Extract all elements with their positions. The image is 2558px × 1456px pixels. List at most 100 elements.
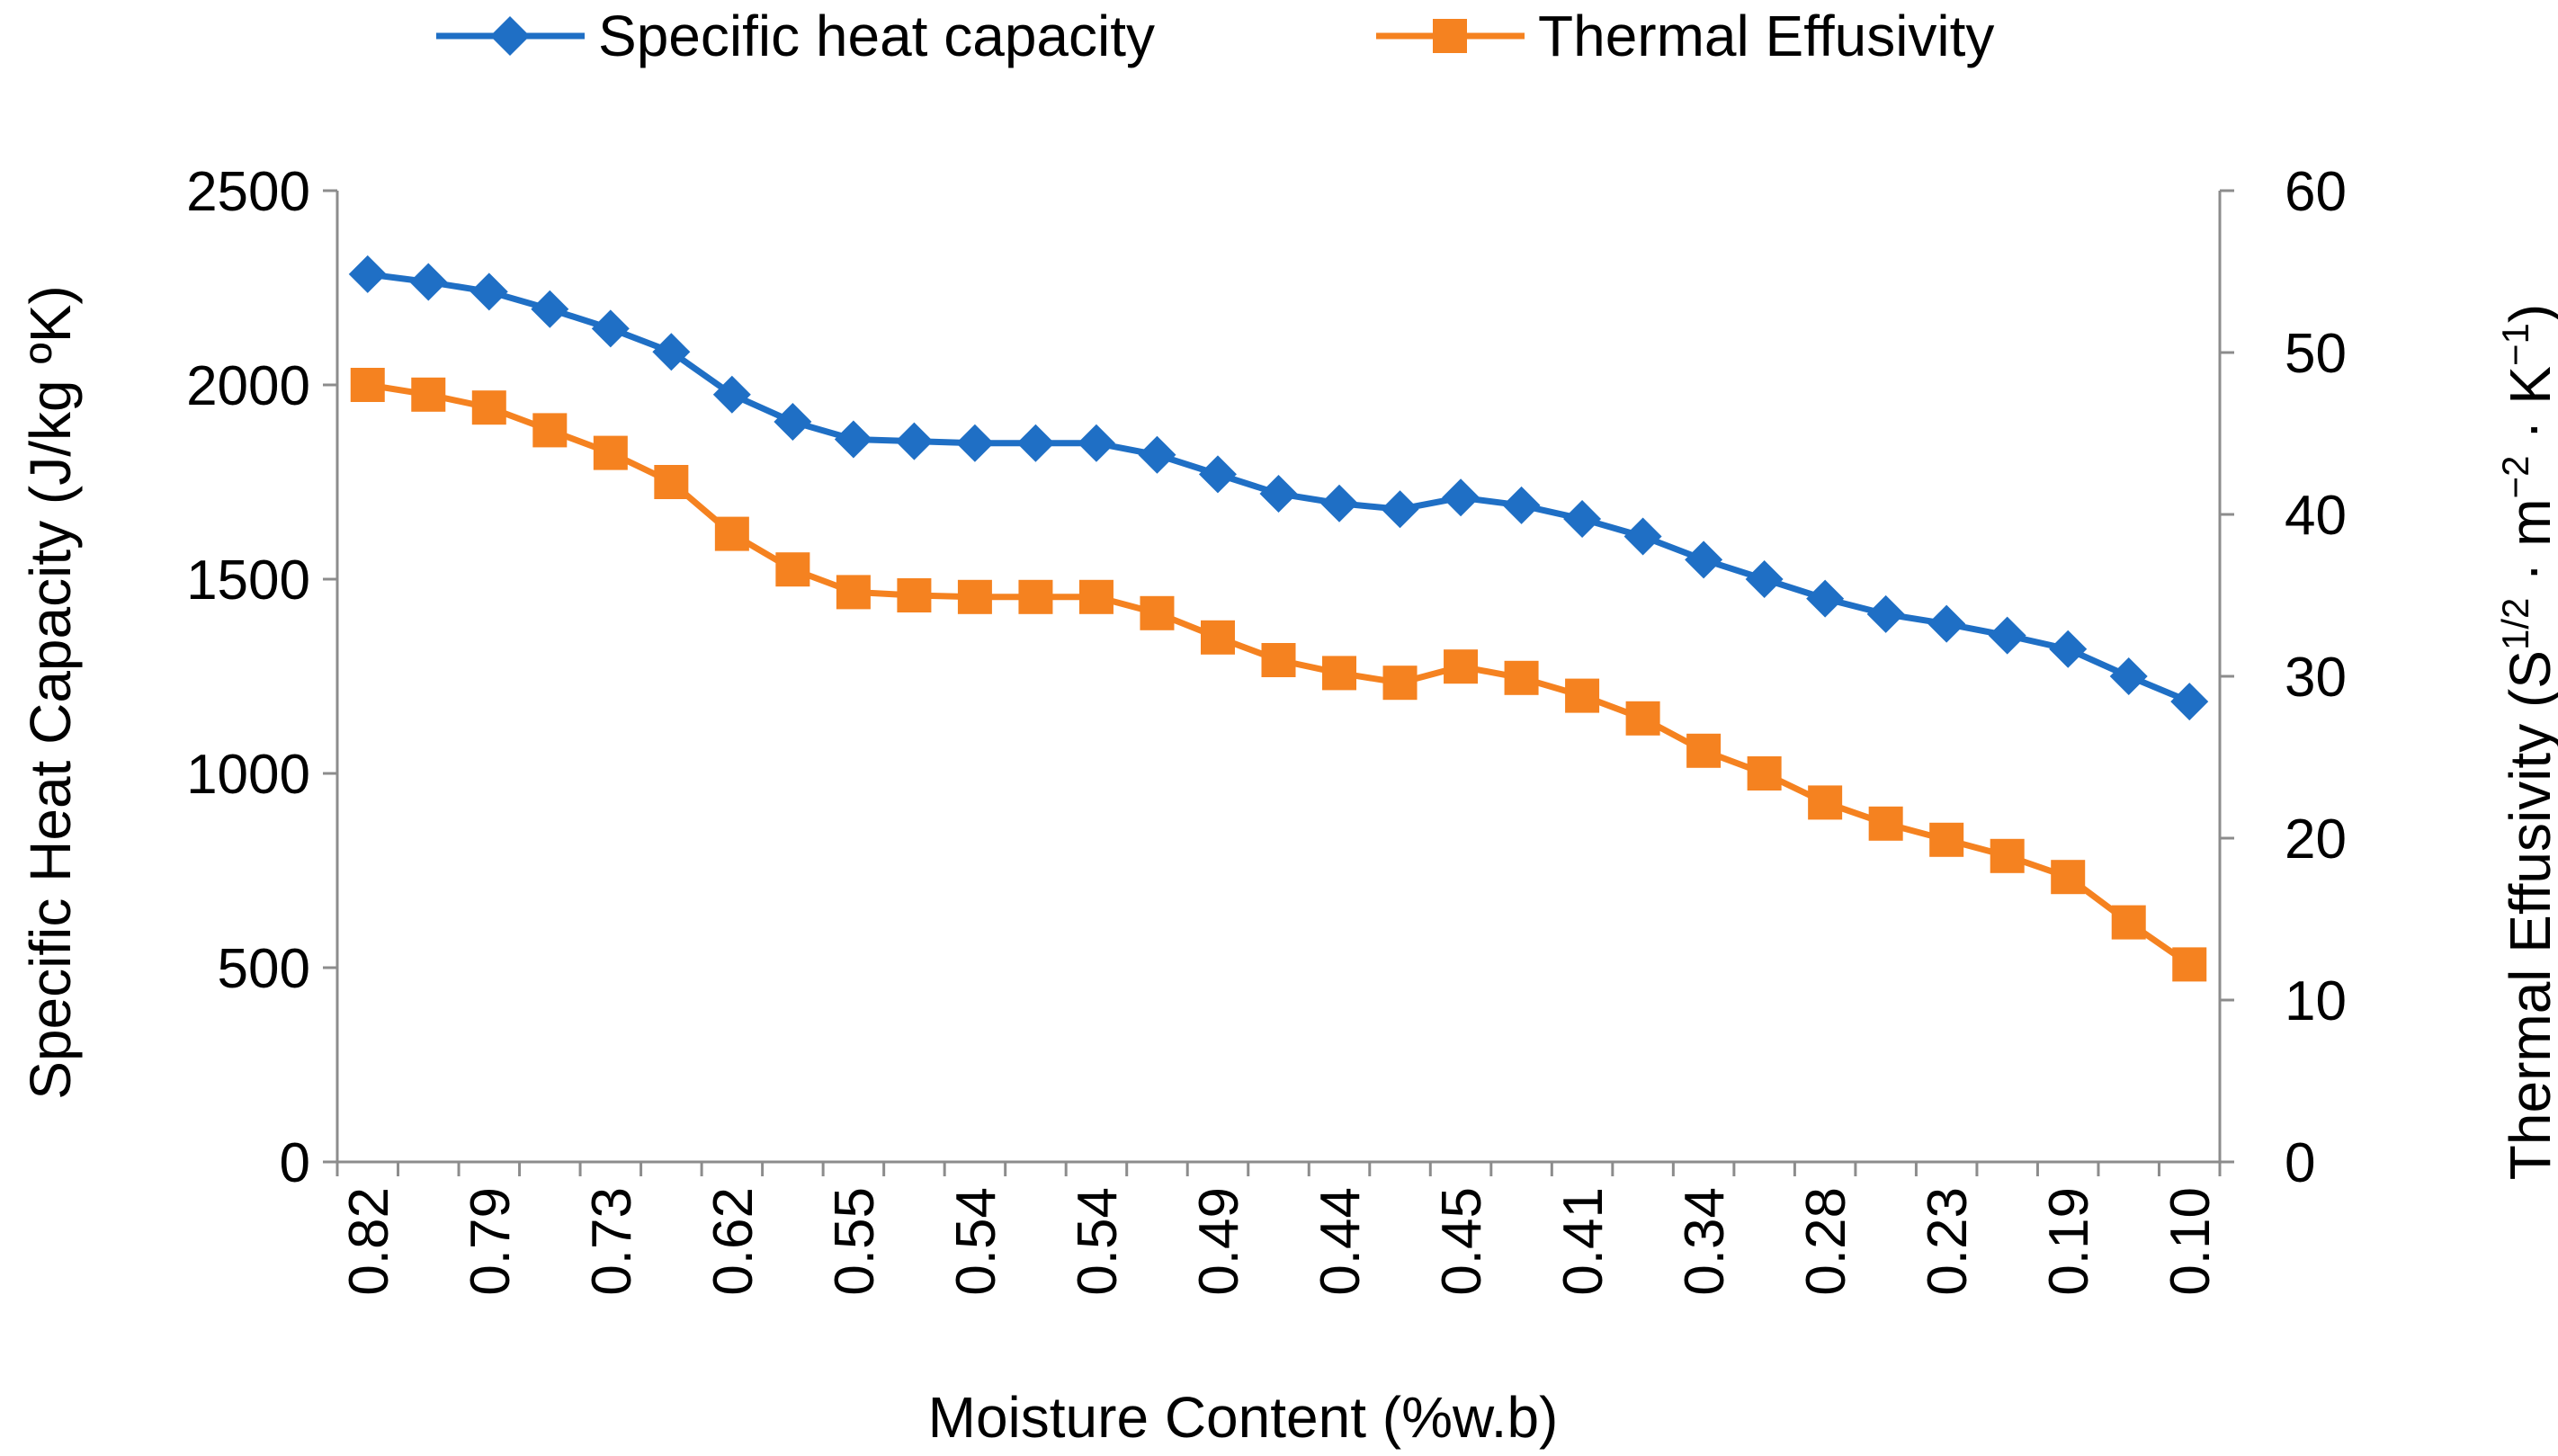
x-tick-label: 0.79 <box>460 1187 522 1296</box>
data-point-square <box>1018 579 1053 614</box>
data-point-diamond <box>470 272 508 311</box>
data-point-diamond <box>1138 435 1176 474</box>
x-tick-label: 0.10 <box>2160 1187 2222 1296</box>
y-right-title-sup1: 1/2 <box>2494 598 2536 650</box>
data-point-square <box>2111 905 2146 940</box>
legend-item-specific-heat[interactable]: Specific heat capacity <box>436 4 1155 68</box>
y-right-tick-label: 40 <box>2285 485 2347 547</box>
data-point-square <box>714 516 749 551</box>
series-layer <box>348 255 2209 982</box>
data-point-square <box>1868 806 1903 841</box>
data-point-diamond <box>1866 594 1905 633</box>
x-tick-label: 0.54 <box>1067 1187 1129 1296</box>
x-axis-title: Moisture Content (%w.b) <box>928 1385 1559 1450</box>
data-point-diamond <box>895 422 934 460</box>
y-left-tick-label: 500 <box>218 938 310 1000</box>
x-tick-label: 0.55 <box>824 1187 886 1296</box>
data-point-diamond <box>2049 630 2088 668</box>
x-tick-label: 0.28 <box>1795 1187 1857 1296</box>
x-tick-label: 0.49 <box>1188 1187 1250 1296</box>
data-point-diamond <box>1623 517 1662 556</box>
data-point-diamond <box>1806 579 1845 618</box>
x-tick-label: 0.54 <box>945 1187 1007 1296</box>
x-tick-label: 0.82 <box>338 1187 400 1296</box>
data-point-diamond <box>1988 616 2026 655</box>
x-tick-label: 0.45 <box>1431 1187 1493 1296</box>
y-axis-right-ticks: 0 10 20 30 40 50 60 <box>2220 161 2347 1194</box>
data-point-square <box>1686 733 1722 768</box>
y-right-title-part2: · m <box>2498 498 2558 597</box>
data-point-diamond <box>1320 484 1359 523</box>
data-point-square <box>1382 665 1418 701</box>
data-point-square <box>1808 785 1843 820</box>
data-point-diamond <box>2170 683 2209 721</box>
y-right-title-part3: · K <box>2498 366 2558 456</box>
data-point-square <box>471 390 506 425</box>
data-point-diamond <box>955 424 994 462</box>
y-right-tick-label: 10 <box>2285 970 2347 1032</box>
data-point-diamond <box>834 420 872 459</box>
data-point-square <box>654 465 689 499</box>
y-axis-left-ticks: 0 500 1000 1500 2000 2500 <box>186 161 337 1194</box>
y-right-title-sup3: −1 <box>2494 323 2536 366</box>
data-point-square <box>1990 838 2025 873</box>
data-point-diamond <box>2109 657 2148 695</box>
data-point-diamond <box>1745 560 1784 598</box>
data-point-diamond <box>1563 500 1602 539</box>
data-point-square <box>1929 822 1964 857</box>
data-point-square <box>350 368 385 402</box>
data-point-square <box>775 552 810 587</box>
data-point-diamond <box>1502 486 1541 524</box>
data-point-square <box>2051 860 2086 895</box>
data-point-diamond <box>1016 424 1055 462</box>
data-point-diamond <box>1077 424 1115 462</box>
y-right-tick-label: 0 <box>2285 1132 2315 1194</box>
data-point-diamond <box>1927 604 1966 643</box>
data-point-square <box>1565 678 1600 713</box>
data-point-square <box>957 579 992 614</box>
data-point-square <box>2172 947 2207 982</box>
data-point-diamond <box>348 255 387 293</box>
legend: Specific heat capacity Thermal Effusivit… <box>436 4 1994 68</box>
x-tick-label: 0.41 <box>1552 1187 1614 1296</box>
data-point-square <box>1322 656 1357 691</box>
data-point-square <box>1504 660 1539 695</box>
y-right-title-close: ) <box>2498 304 2558 323</box>
legend-marker-square <box>1433 19 1467 53</box>
data-point-square <box>836 575 871 610</box>
data-point-square <box>1747 756 1782 791</box>
legend-label-specific-heat: Specific heat capacity <box>598 4 1155 68</box>
data-point-square <box>1140 595 1175 630</box>
x-tick-label: 0.73 <box>581 1187 643 1296</box>
y-left-tick-label: 1000 <box>186 744 310 806</box>
x-tick-label: 0.34 <box>1674 1187 1736 1296</box>
data-point-square <box>1261 643 1296 677</box>
data-point-square <box>532 413 568 448</box>
x-tick-label: 0.19 <box>2038 1187 2100 1296</box>
data-point-square <box>411 377 446 412</box>
data-point-diamond <box>1381 490 1419 529</box>
data-point-diamond <box>531 290 569 328</box>
x-tick-label: 0.23 <box>1917 1187 1979 1296</box>
y-left-tick-label: 1500 <box>186 549 310 612</box>
data-point-square <box>1625 701 1660 736</box>
data-point-diamond <box>409 263 448 301</box>
data-point-square <box>1078 579 1114 614</box>
y-right-title-part1: Thermal Effusivity (S <box>2498 650 2558 1180</box>
series-specific-heat-capacity <box>348 255 2209 721</box>
x-tick-label: 0.62 <box>702 1187 765 1296</box>
data-point-diamond <box>774 403 812 442</box>
x-tick-label: 0.44 <box>1310 1187 1372 1296</box>
legend-item-thermal-effusivity[interactable]: Thermal Effusivity <box>1376 4 1994 68</box>
data-point-square <box>897 578 932 612</box>
data-point-square <box>1444 649 1479 684</box>
y-right-tick-label: 30 <box>2285 647 2347 709</box>
y-right-title-sup2: −2 <box>2494 456 2536 499</box>
y-axis-right-title: Thermal Effusivity (S1/2 · m−2 · K−1) <box>2494 304 2558 1180</box>
data-point-square <box>1200 620 1235 655</box>
series-thermal-effusivity <box>350 368 2207 982</box>
data-point-diamond <box>652 333 691 371</box>
legend-marker-diamond <box>490 16 530 56</box>
y-left-tick-label: 2500 <box>186 161 310 223</box>
y-left-tick-label: 0 <box>280 1132 310 1194</box>
